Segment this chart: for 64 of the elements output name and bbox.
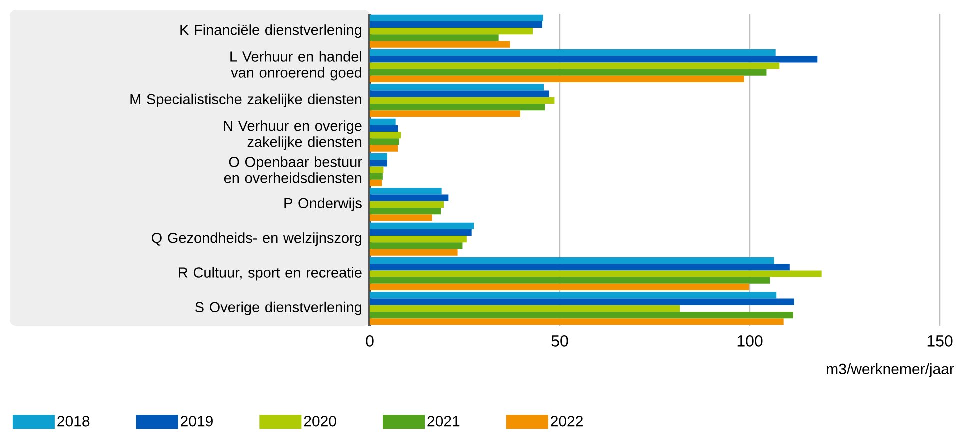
- legend-label: 2019: [181, 416, 213, 427]
- bar: [370, 21, 543, 28]
- bar: [370, 90, 550, 98]
- x-axis-title: m3/werknemer/jaar: [827, 364, 954, 378]
- bar: [370, 28, 534, 35]
- bar: [370, 160, 388, 167]
- x-tick-label: 150: [928, 336, 953, 347]
- bar: [370, 50, 776, 56]
- bar: [370, 76, 744, 83]
- bar: [370, 104, 546, 111]
- x-tick-label: 0: [366, 336, 374, 347]
- bar: [370, 312, 794, 319]
- y-tick-label: K Financiële dienstverlening: [180, 24, 362, 38]
- bar: [370, 41, 510, 48]
- x-tick-label: 100: [738, 336, 763, 347]
- bar: [370, 284, 750, 291]
- y-tick-label: M Specialistische zakelijke diensten: [130, 94, 362, 108]
- bar: [370, 173, 383, 180]
- y-tick-label: N Verhuur en overige zakelijke diensten: [224, 120, 362, 150]
- bar: [370, 277, 770, 284]
- y-tick-label: O Openbaar bestuur en overheidsdiensten: [224, 156, 362, 184]
- bar: [370, 180, 382, 187]
- bar: [370, 56, 818, 63]
- bar: [370, 69, 767, 76]
- bar: [370, 270, 822, 278]
- y-tick-label: P Onderwijs: [284, 198, 362, 212]
- bar: [370, 298, 794, 306]
- y-tick-label: R Cultuur, sport en recreatie: [179, 267, 362, 281]
- bar: [370, 110, 520, 118]
- bar: [370, 34, 499, 42]
- bar: [370, 201, 444, 208]
- y-tick-label: L Verhuur en handel van onroerend goed: [230, 51, 362, 81]
- bar: [370, 222, 474, 230]
- bar: [370, 118, 396, 126]
- bar: [370, 208, 442, 215]
- bar: [370, 249, 458, 256]
- bar: [370, 305, 680, 312]
- bar: [370, 194, 449, 202]
- bar: [370, 264, 790, 271]
- bar: [370, 258, 774, 264]
- x-tick-label: 50: [552, 336, 568, 347]
- bar: [370, 97, 555, 104]
- bar: [370, 166, 384, 174]
- bar: [370, 132, 402, 139]
- legend-label: 2022: [551, 416, 583, 427]
- bar: [370, 125, 398, 132]
- legend-label: 2018: [58, 416, 90, 427]
- bar: [370, 292, 777, 299]
- bar: [370, 318, 784, 326]
- bar: [370, 145, 398, 152]
- bar: [370, 236, 467, 243]
- bar: [370, 214, 432, 222]
- legend-label: 2020: [304, 416, 336, 427]
- legend-label: 2021: [428, 416, 460, 427]
- bar: [370, 84, 544, 91]
- bar: [370, 138, 400, 146]
- bar: [370, 242, 463, 250]
- bar: [370, 14, 544, 22]
- bar: [370, 62, 780, 70]
- bar: [370, 229, 472, 236]
- y-tick-label: Q Gezondheids- en welzijnszorg: [152, 232, 362, 246]
- y-tick-label: S Overige dienstverlening: [195, 302, 362, 316]
- bar: [370, 188, 442, 195]
- bar: [370, 154, 388, 160]
